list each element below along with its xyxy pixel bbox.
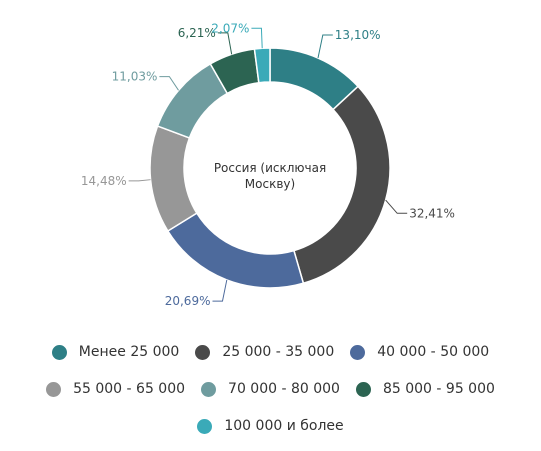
slice-value-label: 11,03% xyxy=(112,70,158,84)
legend-label: 40 000 - 50 000 xyxy=(377,344,490,360)
legend-label: 25 000 - 35 000 xyxy=(222,344,335,360)
slice-leader-line xyxy=(385,199,408,214)
legend-swatch xyxy=(355,381,371,397)
slice-value-label: 32,41% xyxy=(409,206,455,220)
center-label: Россия (исключая Москву) xyxy=(213,161,327,191)
legend-item[interactable]: 100 000 и более xyxy=(197,418,344,434)
slice-leader-line xyxy=(317,34,333,59)
slice-value-label: 6,21% xyxy=(178,26,216,40)
legend-swatch xyxy=(350,344,366,360)
legend-swatch xyxy=(46,381,62,397)
legend-item[interactable]: 40 000 - 50 000 xyxy=(350,344,489,360)
slice-value-label: 20,69% xyxy=(165,294,211,308)
legend-swatch xyxy=(201,381,217,397)
slice-value-label: 14,48% xyxy=(81,174,127,188)
slice-leader-line xyxy=(251,27,263,49)
legend-swatch xyxy=(195,344,211,360)
legend-swatch xyxy=(51,344,67,360)
legend-item[interactable]: 85 000 - 95 000 xyxy=(355,381,495,397)
legend-row-3: 100 000 и более xyxy=(0,418,541,434)
legend-label: 85 000 - 95 000 xyxy=(382,381,495,397)
slice-leader-line xyxy=(128,179,151,182)
donut-slice[interactable] xyxy=(253,47,271,84)
legend-row-2: 55 000 - 65 000 70 000 - 80 000 85 000 -… xyxy=(0,381,541,397)
donut-slice[interactable] xyxy=(166,212,305,289)
legend-row-1: Менее 25 000 25 000 - 35 000 40 000 - 50… xyxy=(0,344,541,360)
legend-item[interactable]: Менее 25 000 xyxy=(51,344,180,360)
legend-label: 70 000 - 80 000 xyxy=(228,381,340,397)
slice-leader-line xyxy=(159,76,179,91)
legend-label: 55 000 - 65 000 xyxy=(73,381,186,397)
slice-leader-line xyxy=(212,279,228,302)
slice-value-label: 13,10% xyxy=(335,28,381,42)
legend-label: 100 000 и более xyxy=(224,418,344,434)
donut-svg: 13,10% 32,41% 20,69% 14,48% 11,03% 6,21%2,07% xyxy=(81,21,455,308)
slice-leader-line xyxy=(217,32,233,55)
legend-item[interactable]: 55 000 - 65 000 xyxy=(46,381,185,397)
donut-slice[interactable] xyxy=(149,125,198,233)
legend-swatch xyxy=(197,418,213,434)
legend-label: Менее 25 000 xyxy=(78,344,180,360)
legend-item[interactable]: 25 000 - 35 000 xyxy=(195,344,334,360)
slice-value-label: 2,07% xyxy=(211,21,249,35)
legend-item[interactable]: 70 000 - 80 000 xyxy=(201,381,340,397)
